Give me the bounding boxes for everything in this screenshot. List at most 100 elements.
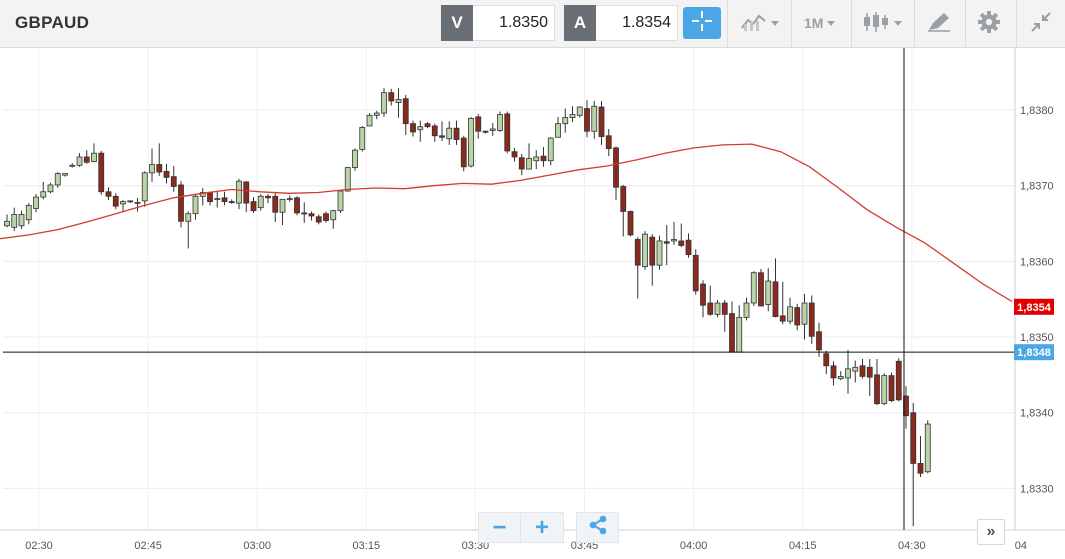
sell-price: 1.8350 [473,5,555,41]
double-chevron-right-icon: » [986,523,996,540]
current-price-badge-bg [1014,298,1054,315]
crosshair-button[interactable] [683,7,721,39]
x-tick-label: 04:15 [789,540,817,552]
zoom-out-button[interactable]: − [478,512,521,543]
candle-body [352,149,358,168]
x-tick-label: 03:30 [462,540,490,552]
candle-body [823,353,830,367]
candle-body [888,375,895,402]
candle-body [149,164,155,174]
candle-body [330,210,337,221]
candle-body [323,213,329,221]
candle-body [576,106,583,116]
current-price-badge: 1,8354 [1017,302,1052,314]
candle-body [924,423,931,473]
candle-body [199,192,206,197]
candle-body [794,307,801,326]
drawing-tools-button[interactable] [926,8,952,38]
candle-body [236,180,242,204]
candle-body [917,463,924,474]
candle-style-dropdown[interactable] [862,8,902,38]
candle-body [808,302,815,337]
candle-body [460,137,467,168]
candle-body [91,152,97,162]
candle-body [671,239,677,242]
candle-body [685,239,692,255]
candle-body [830,365,837,379]
candle-body [874,374,880,405]
x-tick-label: 04:00 [680,540,708,552]
x-tick-label: 02:30 [25,540,53,552]
candle-body [243,181,250,204]
candle-body [4,220,10,227]
candle-body [272,195,279,213]
candle-body [533,156,540,162]
candle-body [359,127,366,150]
candle-body [692,254,699,292]
candle-body [388,92,395,102]
candle-body [141,172,148,202]
candle-body [895,360,902,401]
candle-body [779,315,786,322]
toolbar-divider [965,0,966,47]
chart-canvas[interactable]: 1,8380 1,8370 1,8360 1,8350 1,8340 1,8330 02:3… [0,48,1065,559]
chart-type-dropdown[interactable] [741,8,779,38]
chevron-down-icon [894,20,902,26]
candle-body [192,195,199,215]
sell-price-button[interactable]: V 1.8350 [441,5,555,41]
candle-body [845,368,851,379]
candle-body [758,272,764,307]
y-tick-label: 1,8340 [1020,408,1054,420]
candle-body [308,213,315,217]
settings-button[interactable] [977,8,1001,38]
candle-body [178,184,184,222]
zoom-in-button[interactable]: + [521,512,564,543]
candle-body [634,239,641,266]
candle-body [156,164,163,173]
collapse-icon [1029,10,1053,37]
share-icon [588,515,608,540]
candle-body [62,173,68,176]
candle-body [598,106,605,137]
toolbar-divider [851,0,852,47]
x-tick-label: 03:45 [571,540,599,552]
candle-body [678,240,685,246]
timeframe-dropdown[interactable]: 1M [804,8,836,38]
candle-body [279,198,286,213]
candle-body [431,125,438,137]
candle-body [214,198,221,200]
candle-body [301,212,308,215]
candle-body [714,302,721,315]
price-chart[interactable]: 1,8380 1,8370 1,8360 1,8350 1,8340 1,8330 02:3… [0,48,1065,559]
candle-body [721,302,728,315]
candle-body [881,375,888,405]
x-tick-label: 03:00 [243,540,271,552]
candle-body [562,117,569,125]
scroll-to-latest-button[interactable]: » [977,519,1005,545]
candle-body [729,313,735,353]
candle-body [424,123,431,128]
candle-body [69,164,76,167]
candle-body [207,192,213,203]
candle-body [315,216,322,223]
buy-price-button[interactable]: A 1.8354 [564,5,678,41]
candle-body [605,135,612,150]
candle-body [511,151,518,158]
candle-body [736,316,743,353]
candle-body [787,306,793,322]
chevron-down-icon [771,20,779,26]
crosshair-icon [691,10,713,37]
collapse-button[interactable] [1029,8,1053,38]
candle-body [569,114,576,119]
candle-body [25,204,32,221]
candle-body [750,272,757,304]
candle-body [410,123,416,133]
candle-body [170,176,177,187]
share-button[interactable] [576,512,619,543]
x-tick-label: 02:45 [134,540,162,552]
candle-body [649,236,656,266]
candle-body [134,201,141,204]
candle-body [47,184,54,193]
candle-body [656,240,663,266]
candle-body [482,130,489,133]
